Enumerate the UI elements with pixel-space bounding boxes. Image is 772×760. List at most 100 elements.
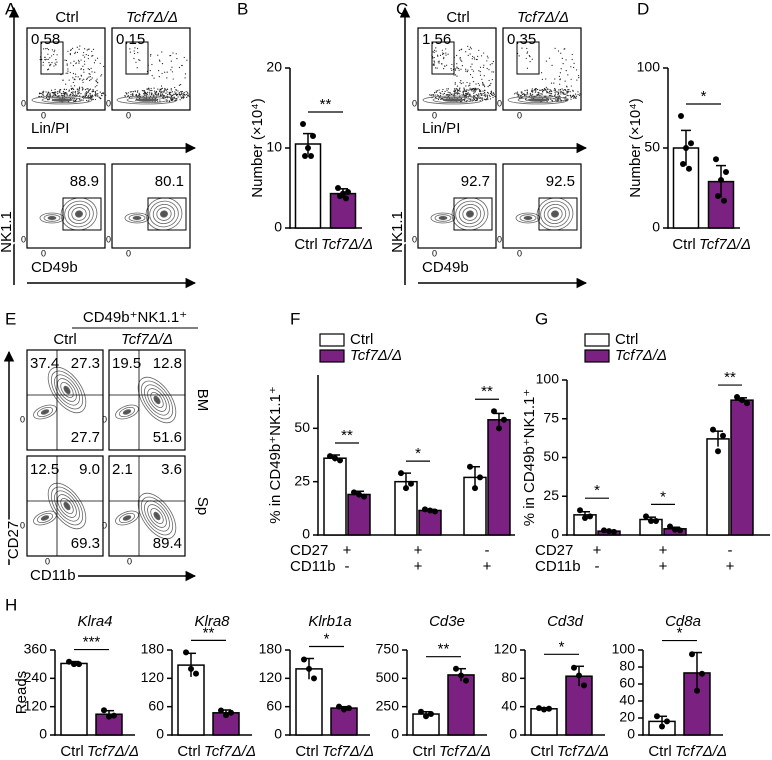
event-dot [69,71,71,74]
event-dot [468,85,470,87]
data-point [183,649,189,656]
event-dot [54,92,56,95]
data-point [336,703,342,710]
event-dot [488,94,490,96]
event-dot [143,93,145,95]
event-dot [446,88,448,90]
event-dot [72,77,74,79]
event-dot [102,65,105,68]
contour [115,404,139,420]
event-dot [150,93,153,95]
event-dot [101,74,103,76]
legend-swatch [319,333,345,347]
y-tick-label: 20 [619,709,635,725]
event-dot [145,94,147,96]
event-dot [439,54,442,56]
event-dot [129,48,131,50]
quadrant-value: 12.5 [30,461,59,478]
event-dot [77,92,79,94]
y-axis-label: Reads [13,671,30,714]
event-dot [554,88,556,90]
event-dot [437,98,440,101]
event-dot [566,91,568,94]
event-dot [550,94,552,96]
event-dot [458,90,460,92]
event-dot [567,74,569,76]
event-dot [159,60,161,62]
contour [432,96,474,104]
event-dot [524,89,526,92]
y-axis-label: NK1.1 [0,211,15,253]
event-dot [91,77,93,79]
event-dot [532,91,534,93]
event-dot [483,94,485,97]
data-point [428,711,434,718]
plot-frame [417,163,497,249]
y-tick-label: 180 [141,641,165,657]
event-dot [446,64,448,66]
event-dot [54,88,56,91]
event-dot [86,49,88,51]
zero-label: 0 [21,98,26,108]
event-dot [131,94,134,96]
event-dot [54,49,56,51]
data-point [223,712,229,719]
event-dot [138,59,140,61]
event-dot [65,91,67,94]
event-dot [161,87,164,89]
contour [122,409,132,415]
y-tick-label: 80 [619,658,635,674]
event-dot [94,95,97,97]
data-point [346,705,352,712]
event-dot [42,48,45,50]
event-dot [570,78,572,80]
event-dot [562,90,564,92]
contour [540,200,570,228]
x-tick-label: Tcf7Δ/Δ [699,236,751,253]
zero-label: 0 [497,98,502,108]
event-dot [479,71,481,73]
event-dot [460,68,462,70]
event-dot [432,51,434,53]
event-dot [440,93,442,95]
event-dot [559,98,562,100]
event-dot [486,67,488,70]
row-mark: + [659,558,668,575]
event-dot [80,74,82,76]
y-tick-label: 0 [627,726,635,742]
event-dot [490,93,493,96]
contour [64,200,94,228]
event-dot [470,66,472,68]
event-dot [570,85,572,87]
event-dot [67,68,69,70]
event-dot [79,99,81,101]
event-dot [90,94,92,97]
zero-label: 0 [20,414,25,424]
event-dot [492,60,494,63]
event-dot [471,90,473,92]
data-point [71,661,77,668]
event-dot [82,54,84,56]
event-dot [557,91,559,93]
event-dot [133,50,135,52]
event-dot [184,77,186,79]
event-dot [459,56,461,59]
event-dot [578,94,581,96]
contour [149,200,179,228]
row-label: CD27 [535,542,573,559]
event-dot [545,60,548,62]
chart-title: Klra4 [77,613,112,630]
event-dot [521,47,523,49]
event-dot [460,83,462,85]
event-dot [38,95,40,98]
event-dot [560,52,562,54]
event-dot [170,91,172,93]
event-dot [148,93,151,95]
event-dot [573,97,575,99]
event-dot [126,93,128,95]
data-point [403,485,409,492]
event-dot [72,65,74,67]
contour [136,98,158,102]
event-dot [185,93,187,96]
event-dot [490,82,492,85]
